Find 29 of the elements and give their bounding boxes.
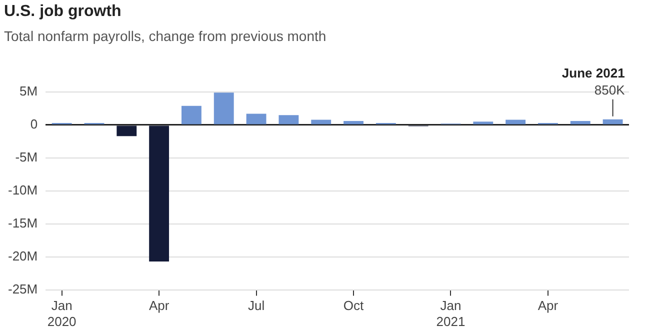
y-tick-label: -20M	[8, 248, 38, 264]
chart-subtitle: Total nonfarm payrolls, change from previous month	[4, 28, 326, 44]
x-tick-label: Oct	[343, 298, 364, 314]
text: June 2021	[562, 65, 625, 80]
y-tick-label: -15M	[8, 215, 38, 230]
bar	[214, 92, 234, 124]
x-tick-label: Jan 2020	[47, 298, 76, 329]
x-tick-label: Jul	[248, 298, 265, 314]
bar	[344, 121, 364, 124]
bar	[602, 119, 623, 124]
x-tick-label: Apr	[148, 298, 170, 314]
data-label: 850K	[594, 82, 626, 98]
x-tick-label: Apr	[538, 298, 559, 314]
bar	[473, 122, 494, 124]
y-tick-label: -10M	[8, 182, 38, 198]
bar	[182, 106, 202, 124]
bar	[506, 120, 526, 124]
chart-title: U.S. job growth	[4, 3, 122, 21]
bar	[570, 121, 590, 124]
bar	[311, 120, 332, 124]
bar	[246, 114, 266, 124]
bar	[149, 126, 170, 262]
y-tick-label: 5M	[20, 84, 38, 99]
y-tick-label: 0	[30, 116, 38, 132]
y-tick-label: -5M	[15, 150, 38, 165]
bar	[278, 115, 299, 124]
y-tick-label: -25M	[8, 281, 38, 296]
bar	[116, 126, 137, 136]
x-tick-label: Jan 2021	[436, 298, 466, 329]
